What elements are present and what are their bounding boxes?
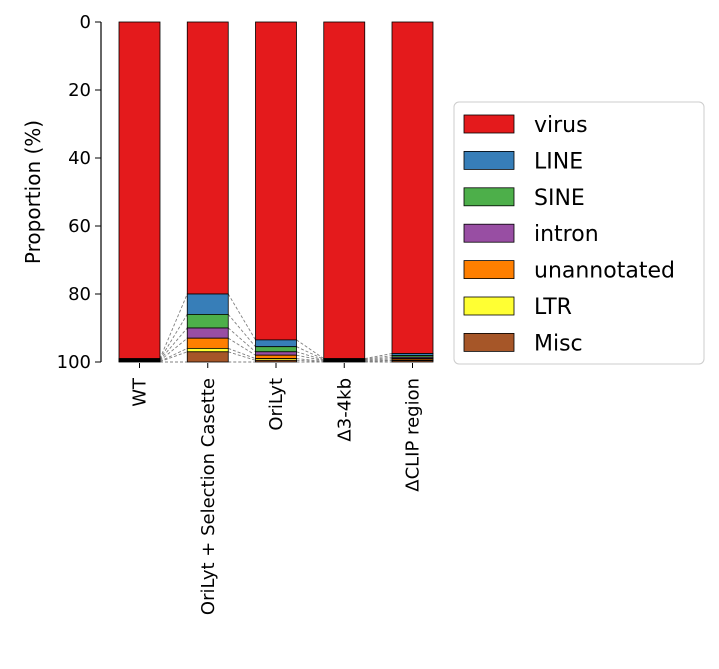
- connector-line: [296, 359, 324, 363]
- legend-label-sine: SINE: [534, 186, 585, 211]
- legend-swatch-sine: [463, 187, 515, 207]
- connector-line: [364, 358, 393, 362]
- y-tick-label: 80: [68, 284, 91, 305]
- bar-orilyt-virus: [255, 21, 297, 341]
- connector-line: [364, 360, 393, 363]
- connector-line: [159, 347, 188, 362]
- legend-label-line: LINE: [534, 149, 583, 174]
- x-tick-label: OriLyt + Selection Casette: [198, 378, 219, 615]
- legend-swatch-line: [463, 150, 515, 170]
- bar-orilyt-sine: [255, 346, 297, 353]
- bar-orilyt-unannotated: [255, 354, 297, 360]
- bar-orilyt-line: [255, 339, 297, 348]
- bar-orilyt-intron: [255, 351, 297, 356]
- bar-3-4kb-virus: [323, 21, 366, 360]
- bar-wt-virus: [118, 21, 161, 360]
- y-tick-label: 100: [57, 352, 91, 373]
- connector-line: [364, 359, 393, 362]
- legend-swatch-misc: [463, 332, 515, 352]
- bar-stacks: [118, 21, 434, 363]
- connector-line: [296, 339, 325, 359]
- y-tick-label: 60: [68, 216, 91, 237]
- bar-orilyt-misc: [255, 359, 297, 363]
- legend-swatch-ltr: [463, 296, 515, 316]
- connector-line: [159, 337, 188, 361]
- bar-orilyt-selection-casette-line: [186, 293, 229, 315]
- bar-clip-region-virus: [391, 21, 434, 354]
- x-axis: WT OriLyt + Selection Casette OriLyt Δ3-4kb…: [130, 363, 424, 615]
- legend-label-unannotated: unannotated: [534, 259, 675, 284]
- bar-orilyt-selection-casette-virus: [186, 21, 229, 295]
- connector-lines: [159, 293, 393, 363]
- connector-line: [364, 356, 393, 361]
- connector-line: [227, 327, 256, 353]
- y-axis-label: Proportion (%): [21, 120, 45, 264]
- y-tick-label: 40: [68, 148, 91, 169]
- legend-frame: [453, 101, 705, 365]
- connector-line: [296, 346, 324, 360]
- legend-swatch-virus: [463, 114, 515, 134]
- connector-line: [364, 353, 393, 360]
- connector-line: [227, 293, 256, 341]
- y-tick-label: 0: [80, 12, 91, 33]
- x-tick-label: ΔCLIP region: [403, 378, 424, 492]
- connector-line: [296, 358, 324, 362]
- bar-orilyt-selection-casette-ltr: [186, 347, 229, 353]
- x-tick-label: WT: [130, 377, 151, 407]
- x-tick-label: OriLyt: [266, 378, 287, 431]
- legend-label-ltr: LTR: [534, 295, 572, 320]
- connector-line: [364, 355, 393, 360]
- x-tick-label: Δ3-4kb: [334, 378, 355, 442]
- legend-swatch-unannotated: [463, 260, 515, 280]
- connector-line: [159, 314, 188, 360]
- legend-label-intron: intron: [534, 222, 599, 247]
- connector-line: [296, 354, 324, 362]
- connector-line: [227, 314, 256, 347]
- connector-line: [228, 337, 256, 356]
- bar-orilyt-selection-casette-misc: [186, 351, 229, 363]
- y-tick-label: 20: [68, 80, 91, 101]
- bar-orilyt-selection-casette-sine: [186, 313, 229, 329]
- connector-line: [228, 347, 256, 360]
- legend: virus LINE SINE intron unannotated LTR Misc: [453, 101, 705, 365]
- y-axis: 0 20 40 60 80 100: [57, 12, 102, 373]
- bar-orilyt-selection-casette-intron: [186, 327, 229, 339]
- bar-clip-region-misc: [391, 360, 434, 363]
- legend-swatch-intron: [463, 223, 515, 243]
- connector-line: [159, 293, 188, 359]
- legend-label-virus: virus: [534, 113, 588, 138]
- connector-line: [159, 327, 188, 361]
- legend-label-misc: Misc: [534, 331, 583, 356]
- bar-orilyt-selection-casette-unannotated: [186, 337, 229, 349]
